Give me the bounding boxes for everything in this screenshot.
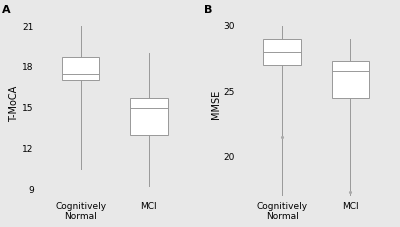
Text: B: B bbox=[204, 5, 212, 15]
Text: A: A bbox=[2, 5, 11, 15]
Y-axis label: T-MoCA: T-MoCA bbox=[10, 86, 20, 122]
PathPatch shape bbox=[62, 57, 100, 80]
PathPatch shape bbox=[264, 39, 301, 65]
PathPatch shape bbox=[332, 61, 369, 98]
PathPatch shape bbox=[130, 98, 168, 135]
Y-axis label: MMSE: MMSE bbox=[211, 89, 221, 119]
